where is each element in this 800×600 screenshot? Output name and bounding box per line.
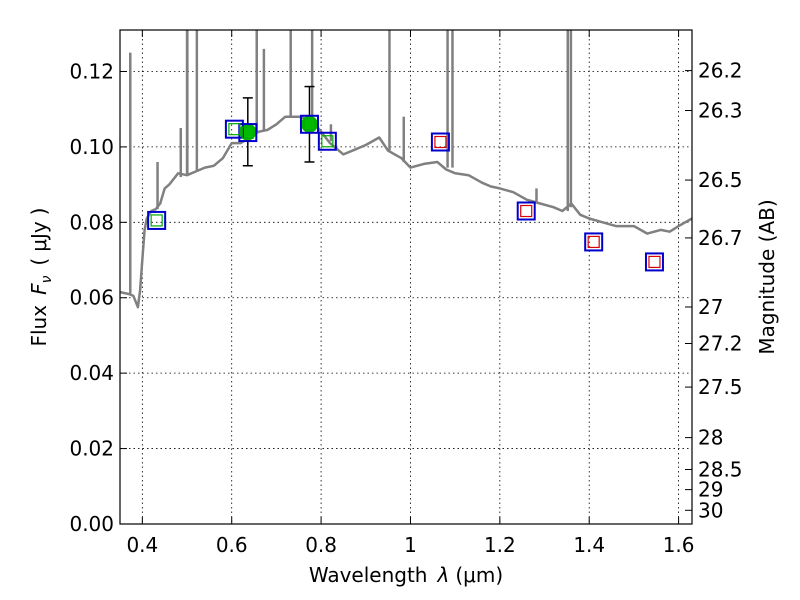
y2-tick-label: 27.5 <box>698 375 743 399</box>
plot-area <box>119 30 693 309</box>
model-square-inner <box>150 214 163 227</box>
y2-tick-label: 26.7 <box>698 226 743 250</box>
spectrum-line <box>119 115 693 309</box>
model-square-outer <box>299 114 319 134</box>
y-tick-label: 0.12 <box>69 59 114 83</box>
y2-tick-label: 27 <box>698 295 723 319</box>
y-tick-label: 0.06 <box>69 286 114 310</box>
model-square-outer <box>430 132 450 152</box>
y-tick-label: 0.04 <box>69 361 114 385</box>
model-square-outer <box>644 252 664 272</box>
y2-tick-label: 26.2 <box>698 59 743 83</box>
model-square-outer <box>516 201 536 221</box>
model-square-inner <box>434 135 447 149</box>
y-axis-label: FluxFν(μJy) <box>27 207 55 346</box>
model-square-inner <box>648 255 661 269</box>
model-square-inner <box>303 118 316 131</box>
y2-tick-label: 27.2 <box>698 331 743 355</box>
y2-tick-label: 29 <box>698 478 723 502</box>
y2-axis-label: Magnitude (AB) <box>755 199 779 354</box>
x-tick-label: 1 <box>404 533 417 557</box>
model-square-inner <box>321 135 334 148</box>
model-square-outer <box>147 210 167 230</box>
x-tick-label: 1.4 <box>573 533 605 557</box>
plot-frame <box>119 29 693 525</box>
model-square-inner <box>228 123 241 136</box>
x-tick-label: 0.6 <box>216 533 248 557</box>
model-square-inner <box>520 204 533 218</box>
y-tick-label: 0.10 <box>69 135 114 159</box>
x-axis-label: Wavelength λ (μm) <box>309 563 503 587</box>
model-square-outer <box>317 131 337 151</box>
y-tick-label: 0.08 <box>69 210 114 234</box>
axes: 0.4 0.6 0.8 1 1.2 1.4 1.6 0.00 0.02 0.04 0.06 0.08 0… <box>69 30 743 557</box>
y2-tick-label: 28 <box>698 426 723 450</box>
x-tick-label: 0.4 <box>126 533 158 557</box>
y2-tick-label: 26.5 <box>698 168 743 192</box>
x-tick-label: 0.8 <box>305 533 337 557</box>
x-tick-label: 1.6 <box>663 533 695 557</box>
y-tick-label: 0.00 <box>69 512 114 536</box>
model-square-inner <box>241 126 254 139</box>
model-square-inner <box>587 235 600 249</box>
y2-tick-label: 28.5 <box>698 457 743 481</box>
y2-tick-label: 26.3 <box>698 98 743 122</box>
y-tick-label: 0.02 <box>69 437 114 461</box>
y2-tick-label: 30 <box>698 498 723 522</box>
x-tick-label: 1.2 <box>484 533 516 557</box>
grid <box>120 30 692 525</box>
model-square-outer <box>584 232 604 252</box>
